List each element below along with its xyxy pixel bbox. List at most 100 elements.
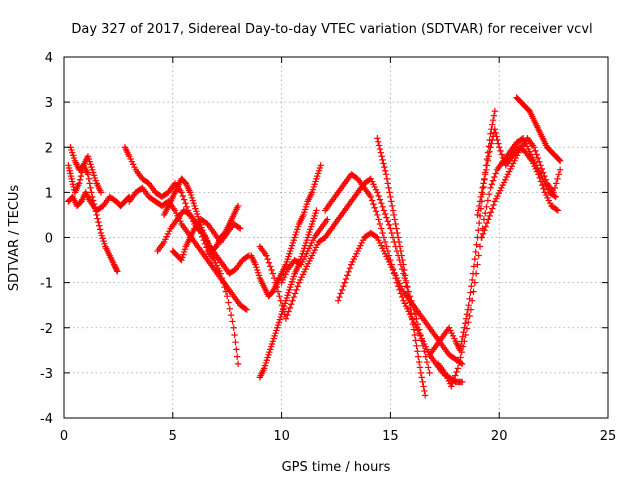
y-tick-label: -2 bbox=[40, 322, 53, 337]
data-point bbox=[466, 312, 473, 320]
data-point bbox=[484, 197, 492, 204]
data-point bbox=[95, 218, 102, 226]
series-pass-8 bbox=[169, 216, 244, 264]
data-point bbox=[396, 243, 404, 250]
data-point bbox=[385, 221, 393, 229]
data-point bbox=[372, 208, 380, 215]
series-pass-12 bbox=[278, 216, 331, 286]
data-point bbox=[234, 353, 241, 360]
data-point bbox=[383, 214, 390, 221]
data-point bbox=[488, 140, 495, 147]
data-point bbox=[232, 338, 239, 346]
data-point bbox=[379, 156, 386, 164]
data-point bbox=[276, 292, 283, 300]
data-point bbox=[370, 200, 377, 208]
data-point bbox=[553, 180, 560, 187]
data-point bbox=[534, 154, 542, 162]
data-point bbox=[376, 196, 384, 203]
data-point bbox=[483, 219, 491, 227]
data-point bbox=[416, 364, 424, 371]
data-point bbox=[542, 176, 549, 183]
data-point bbox=[374, 135, 381, 142]
data-point bbox=[485, 216, 492, 223]
data-point bbox=[487, 209, 495, 216]
data-point bbox=[378, 153, 385, 160]
data-point bbox=[556, 157, 564, 164]
data-point bbox=[385, 184, 392, 192]
data-point bbox=[422, 353, 429, 360]
data-point bbox=[552, 193, 559, 201]
data-point bbox=[482, 223, 489, 230]
data-point bbox=[475, 207, 482, 214]
data-point bbox=[539, 169, 547, 176]
data-point bbox=[398, 252, 405, 259]
data-point bbox=[178, 189, 185, 196]
data-point bbox=[465, 319, 472, 326]
data-point bbox=[87, 184, 94, 192]
data-point bbox=[273, 283, 281, 291]
data-point bbox=[476, 198, 484, 205]
data-point bbox=[282, 315, 290, 322]
data-point bbox=[553, 206, 560, 213]
data-point bbox=[381, 163, 388, 171]
data-point bbox=[539, 181, 546, 189]
data-point bbox=[381, 210, 389, 218]
data-point bbox=[489, 205, 496, 212]
data-point bbox=[383, 175, 391, 183]
data-point bbox=[486, 148, 493, 155]
data-point bbox=[474, 211, 481, 219]
data-point bbox=[410, 326, 418, 333]
data-point bbox=[471, 279, 479, 286]
data-point bbox=[278, 301, 286, 309]
data-point bbox=[463, 325, 471, 332]
data-point bbox=[264, 255, 271, 263]
y-tick-label: 0 bbox=[45, 232, 53, 247]
data-point bbox=[268, 266, 275, 274]
data-point bbox=[421, 348, 428, 355]
series-pass-11 bbox=[256, 234, 329, 322]
data-point bbox=[237, 225, 244, 232]
data-point bbox=[415, 358, 423, 366]
data-point bbox=[413, 342, 420, 349]
data-point bbox=[468, 283, 475, 290]
data-point bbox=[229, 318, 236, 325]
data-point bbox=[183, 203, 190, 211]
data-point bbox=[426, 369, 433, 377]
data-point bbox=[499, 154, 507, 162]
data-point bbox=[555, 171, 563, 178]
data-point bbox=[485, 153, 492, 160]
data-point bbox=[381, 238, 389, 246]
data-point bbox=[88, 189, 95, 196]
data-point bbox=[293, 286, 300, 294]
data-point bbox=[401, 272, 409, 279]
data-point bbox=[475, 202, 483, 210]
chart-title: Day 327 of 2017, Sidereal Day-to-day VTE… bbox=[71, 22, 592, 37]
data-point bbox=[487, 144, 494, 151]
data-point bbox=[407, 304, 414, 312]
data-point bbox=[372, 233, 380, 240]
data-point bbox=[412, 337, 419, 344]
data-point bbox=[376, 220, 384, 228]
data-point bbox=[263, 252, 270, 259]
data-point bbox=[461, 338, 468, 345]
data-point bbox=[402, 277, 410, 285]
data-point bbox=[182, 200, 189, 207]
data-point bbox=[395, 234, 402, 241]
data-point bbox=[459, 343, 467, 350]
data-point bbox=[455, 359, 463, 367]
data-point bbox=[334, 297, 342, 304]
data-point bbox=[379, 203, 386, 211]
data-point bbox=[86, 180, 93, 187]
data-point bbox=[469, 297, 476, 304]
data-point bbox=[395, 238, 403, 246]
data-point bbox=[483, 162, 491, 169]
x-tick-label: 0 bbox=[60, 429, 68, 444]
x-tick-label: 5 bbox=[169, 429, 177, 444]
data-point bbox=[368, 197, 376, 204]
data-point bbox=[113, 266, 120, 274]
data-point bbox=[537, 162, 544, 169]
data-point bbox=[84, 171, 92, 178]
data-point bbox=[404, 288, 412, 295]
data-point bbox=[449, 379, 456, 387]
